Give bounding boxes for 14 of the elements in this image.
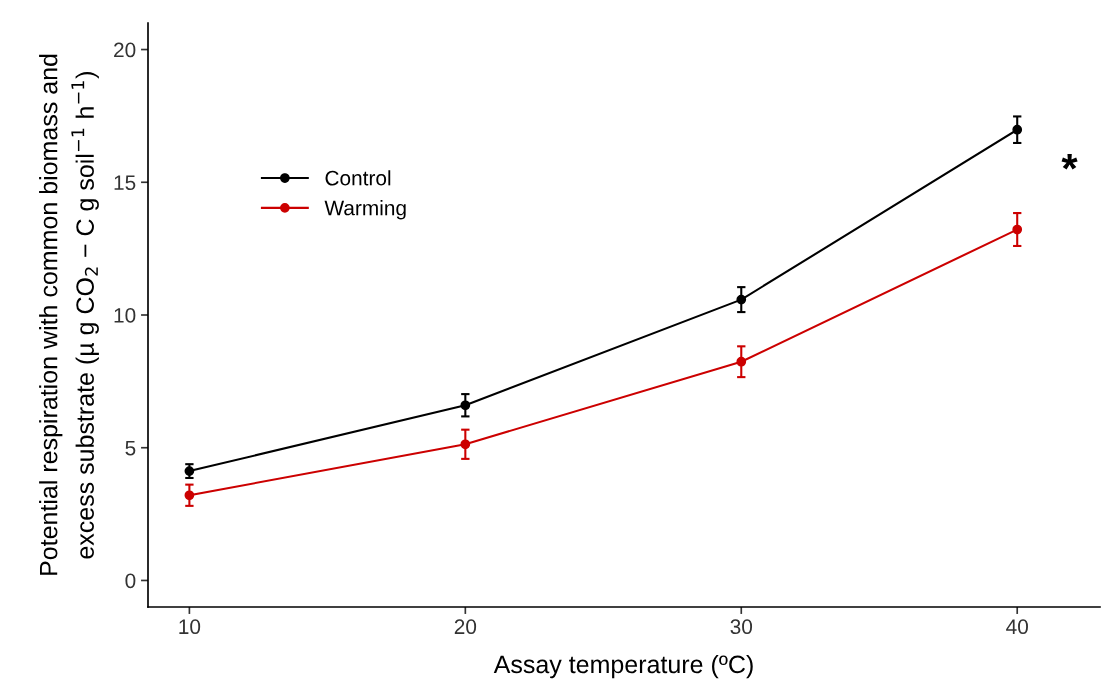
y-axis-title: Potential respiration with common biomass and excess substrate (µ g CO$_{2}$ − C g soil$^{−1}$ h$^{−1}$) [39,54,99,575]
y-tick-label: 15 [114,175,136,191]
x-tick-label: 40 [1006,619,1028,635]
annotation: * [1061,154,1078,170]
legend-label: Warming [324,200,406,220]
x-tick-label: 20 [454,619,477,635]
x-tick-label: 30 [730,619,753,635]
y-tick-label: 20 [114,42,136,58]
x-axis-title: Assay temperature (ºC) [493,654,753,679]
y-tick-label: 0 [125,573,136,589]
y-tick-label: 10 [114,308,136,323]
legend-label: Control [325,170,391,186]
y-tick-label: 5 [125,440,136,456]
x-tick-label: 10 [179,619,201,635]
